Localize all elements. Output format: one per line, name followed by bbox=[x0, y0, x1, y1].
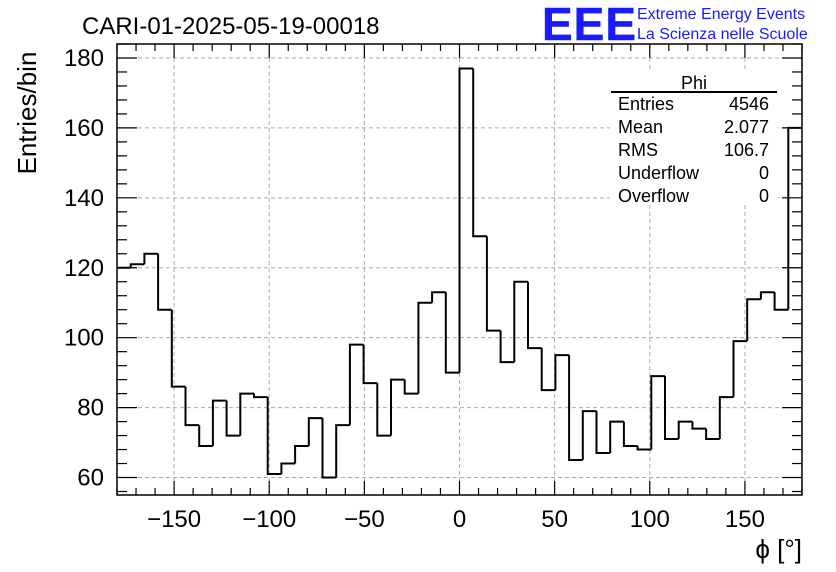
histogram-bin bbox=[307, 417, 323, 447]
histogram-bin bbox=[129, 263, 145, 268]
histogram-bin bbox=[540, 348, 556, 392]
y-tick-label: 100 bbox=[64, 325, 104, 352]
stats-value-mean: 2.077 bbox=[724, 117, 769, 137]
histogram-bin bbox=[718, 396, 734, 440]
x-tick-label: 150 bbox=[725, 506, 765, 533]
histogram-bin bbox=[335, 424, 350, 478]
histogram-bin bbox=[527, 281, 542, 350]
histogram-bin bbox=[253, 393, 268, 399]
histogram-bin bbox=[266, 397, 282, 476]
x-tick-label: −150 bbox=[147, 506, 201, 533]
histogram-bin bbox=[198, 425, 213, 448]
histogram-bin bbox=[568, 355, 583, 462]
histogram-bin bbox=[184, 386, 200, 427]
y-tick-label: 140 bbox=[64, 185, 104, 212]
y-tick-label: 180 bbox=[64, 45, 104, 72]
eee-logo: EEE Extreme Energy Events La Scienza nel… bbox=[542, 0, 808, 50]
histogram-bin bbox=[513, 280, 528, 363]
histogram-bin bbox=[595, 411, 611, 455]
histogram-bin bbox=[143, 252, 159, 265]
histogram-bin bbox=[157, 253, 172, 311]
y-tick-label: 60 bbox=[77, 465, 104, 492]
stats-box: Phi Entries 4546 Mean 2.077 RMS 106.7 Un… bbox=[610, 70, 778, 206]
histogram-bin bbox=[390, 378, 405, 436]
histogram-bin bbox=[444, 292, 460, 374]
histogram-bin bbox=[759, 291, 775, 300]
y-tick-label: 120 bbox=[64, 255, 104, 282]
histogram-bin bbox=[677, 420, 693, 440]
histogram-bin bbox=[294, 445, 309, 464]
histogram-bin bbox=[705, 428, 720, 441]
histogram-bin bbox=[239, 392, 254, 436]
histogram-bin bbox=[417, 301, 433, 394]
histogram-bin bbox=[787, 126, 802, 310]
histogram-bin bbox=[622, 421, 638, 448]
stats-value-underflow: 0 bbox=[759, 163, 769, 183]
axes: −150 −100 −50 0 50 100 150 60 80 100 120 140 160 180 bbox=[64, 43, 803, 533]
histogram-bin bbox=[472, 68, 487, 238]
stats-label-overflow: Overflow bbox=[618, 186, 690, 206]
x-tick-label: −50 bbox=[344, 506, 385, 533]
histogram-bin bbox=[609, 420, 624, 454]
histogram-bin bbox=[485, 236, 501, 332]
histogram-bin bbox=[581, 410, 597, 461]
stats-label-mean: Mean bbox=[618, 117, 663, 137]
histogram-bin bbox=[636, 446, 652, 451]
histogram-bin bbox=[280, 462, 296, 475]
histogram-bin bbox=[431, 291, 446, 303]
stats-value-rms: 106.7 bbox=[724, 140, 769, 160]
y-tick-label: 160 bbox=[64, 115, 104, 142]
histogram-series bbox=[117, 67, 802, 479]
histogram-bin bbox=[746, 298, 761, 342]
histogram-bin bbox=[348, 343, 364, 426]
stats-value-overflow: 0 bbox=[759, 186, 769, 206]
histogram-bin bbox=[376, 383, 391, 437]
x-axis-label: ϕ [°] bbox=[755, 534, 802, 564]
histogram-bin bbox=[170, 309, 186, 388]
histogram-bin bbox=[211, 399, 227, 447]
histogram-bin bbox=[554, 354, 570, 391]
y-tick-label: 80 bbox=[77, 395, 104, 422]
histogram-bin bbox=[225, 400, 241, 437]
histogram-bin bbox=[664, 376, 679, 441]
x-tick-label: 100 bbox=[630, 506, 670, 533]
stats-label-entries: Entries bbox=[618, 94, 674, 114]
x-tick-label: 50 bbox=[541, 506, 568, 533]
logo-mark: EEE bbox=[542, 0, 637, 50]
histogram-bin bbox=[362, 344, 378, 385]
chart-title: CARI-01-2025-05-19-00018 bbox=[82, 13, 380, 40]
y-axis-label: Entries/bin bbox=[12, 52, 42, 175]
histogram-bin bbox=[732, 340, 748, 398]
x-tick-label: 0 bbox=[453, 506, 466, 533]
stats-label-rms: RMS bbox=[618, 140, 658, 160]
histogram-bin bbox=[321, 418, 337, 479]
histogram-bin bbox=[650, 375, 665, 450]
histogram-bin bbox=[403, 379, 419, 395]
histogram-bin bbox=[773, 292, 789, 311]
x-tick-label: −100 bbox=[242, 506, 296, 533]
stats-label-underflow: Underflow bbox=[618, 163, 700, 183]
histogram-bin bbox=[691, 421, 707, 430]
logo-line1: Extreme Energy Events bbox=[637, 6, 805, 23]
histogram-bin bbox=[499, 330, 515, 364]
stats-title: Phi bbox=[681, 73, 707, 93]
stats-value-entries: 4546 bbox=[729, 94, 769, 114]
logo-line2: La Scienza nelle Scuole bbox=[637, 26, 808, 43]
histogram-bin bbox=[458, 67, 474, 373]
